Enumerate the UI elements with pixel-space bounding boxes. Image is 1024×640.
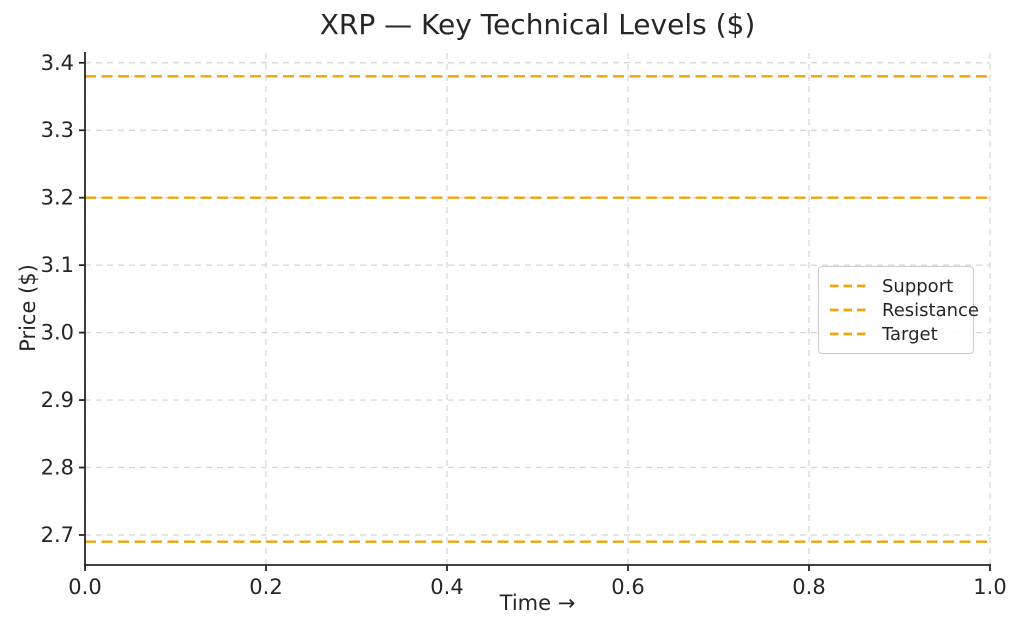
chart-title: XRP — Key Technical Levels ($)	[319, 8, 756, 41]
y-tick-label: 3.3	[41, 118, 74, 142]
dashed-line-icon	[830, 332, 868, 336]
legend-item-support: Support	[829, 274, 973, 298]
y-tick-label: 3.0	[41, 321, 74, 345]
x-axis-label: Time →	[499, 591, 576, 615]
x-tick-label: 0.8	[792, 575, 825, 599]
y-tick-label: 2.9	[41, 388, 74, 412]
y-tick-label: 2.8	[41, 456, 74, 480]
legend-item-resistance: Resistance	[829, 298, 979, 322]
legend-item-target: Target	[829, 322, 973, 346]
legend-label-support: Support	[882, 275, 954, 297]
y-tick-label: 3.4	[41, 51, 74, 75]
y-tick-label: 3.2	[41, 186, 74, 210]
y-tick-label: 2.7	[41, 523, 74, 547]
dashed-line-icon	[830, 308, 868, 312]
legend-label-resistance: Resistance	[882, 299, 979, 321]
x-tick-label: 0.6	[611, 575, 644, 599]
legend-label-target: Target	[882, 323, 938, 345]
legend: Support Resistance Target	[818, 266, 979, 354]
x-tick-label: 0.4	[430, 575, 463, 599]
x-tick-label: 0.0	[68, 575, 101, 599]
x-tick-label: 1.0	[973, 575, 1006, 599]
y-tick-label: 3.1	[41, 253, 74, 277]
x-tick-label: 0.2	[249, 575, 282, 599]
dashed-line-icon	[830, 284, 868, 288]
